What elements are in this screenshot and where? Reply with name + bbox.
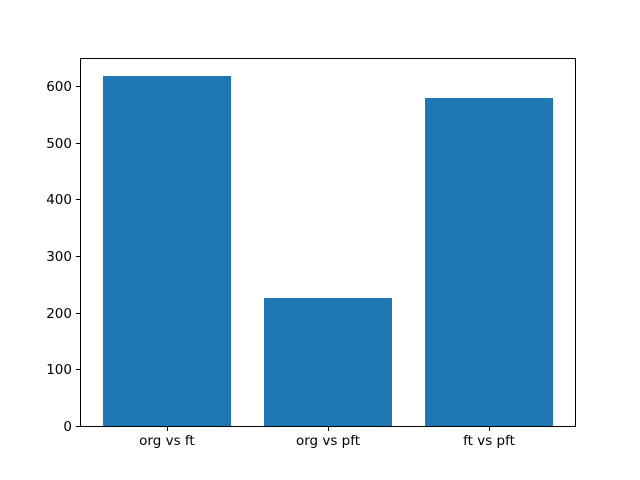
y-tick-mark xyxy=(76,312,80,314)
y-tick-mark xyxy=(76,85,80,87)
x-tick-mark xyxy=(489,427,491,431)
x-tick-label: org vs pft xyxy=(295,433,361,449)
y-tick-label: 300 xyxy=(46,248,72,265)
x-tick-mark xyxy=(328,427,329,431)
y-tick-label: 400 xyxy=(46,192,72,209)
y-tick-mark xyxy=(76,426,80,427)
x-tick-mark xyxy=(166,427,168,431)
y-tick-label: 200 xyxy=(46,305,72,322)
y-tick-label: 100 xyxy=(46,362,72,379)
y-tick-mark xyxy=(76,369,80,371)
y-tick-label: 600 xyxy=(46,78,72,95)
y-tick-label: 0 xyxy=(63,419,72,435)
x-tick-label: ft vs pft xyxy=(463,433,515,449)
y-tick-label: 500 xyxy=(46,135,72,152)
y-tick-mark xyxy=(76,199,80,201)
y-tick-mark xyxy=(76,142,80,144)
bar-ft-vs-pft xyxy=(424,98,554,426)
y-tick-mark xyxy=(76,255,80,257)
bar-org-vs-ft xyxy=(102,75,232,426)
x-tick-label: org vs ft xyxy=(139,433,195,449)
bar-org-vs-pft xyxy=(263,298,393,426)
